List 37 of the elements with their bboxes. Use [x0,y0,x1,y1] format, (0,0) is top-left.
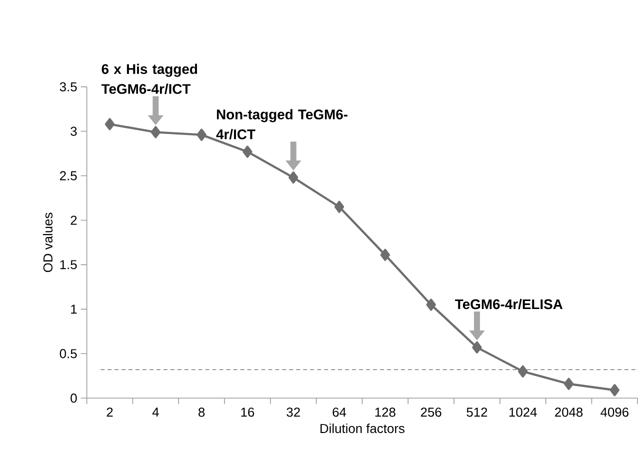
x-tick-label: 512 [466,408,488,417]
x-tick-label: 4 [152,408,159,417]
x-tick-label: 2048 [555,408,583,417]
y-tick-label: 2 [70,216,77,225]
point [472,341,482,354]
y-tick-label: 1.5 [60,260,77,270]
point [564,378,574,390]
y-axis-title: OD values [43,212,53,272]
y-tick-label: 3.5 [60,82,77,92]
y-tick-label: 0.5 [60,349,77,358]
x-tick-label: 8 [198,408,205,417]
point [104,118,115,130]
annotation: TeGM6-4r/ELISA [455,298,563,310]
y-tick-label: 0 [70,394,77,403]
x-tick-label: 128 [375,408,396,417]
x-tick-label: 256 [420,408,442,417]
x-tick-label: 64 [332,408,346,417]
point [426,298,436,311]
point [380,248,390,262]
point [518,365,528,378]
annotation: 6 x His tagged TeGM6-4r/ICT [101,64,198,94]
point [150,126,160,138]
x-tick-label: 16 [241,408,254,417]
y-tick-label: 3 [70,126,77,136]
annotation: Non-tagged TeGM6-4r/ICT [216,109,348,140]
point [334,200,344,213]
point [242,146,252,158]
point [288,171,298,184]
x-tick-label: 1024 [509,408,537,417]
point [196,128,206,141]
point [610,384,620,396]
y-tick-label: 1 [71,304,77,314]
y-tick-label: 2.5 [60,171,77,180]
x-tick-label: 4096 [600,408,628,417]
x-axis-title: Dilution factors [320,424,404,434]
x-tick-label: 2 [106,408,113,417]
x-tick-label: 32 [286,408,300,417]
